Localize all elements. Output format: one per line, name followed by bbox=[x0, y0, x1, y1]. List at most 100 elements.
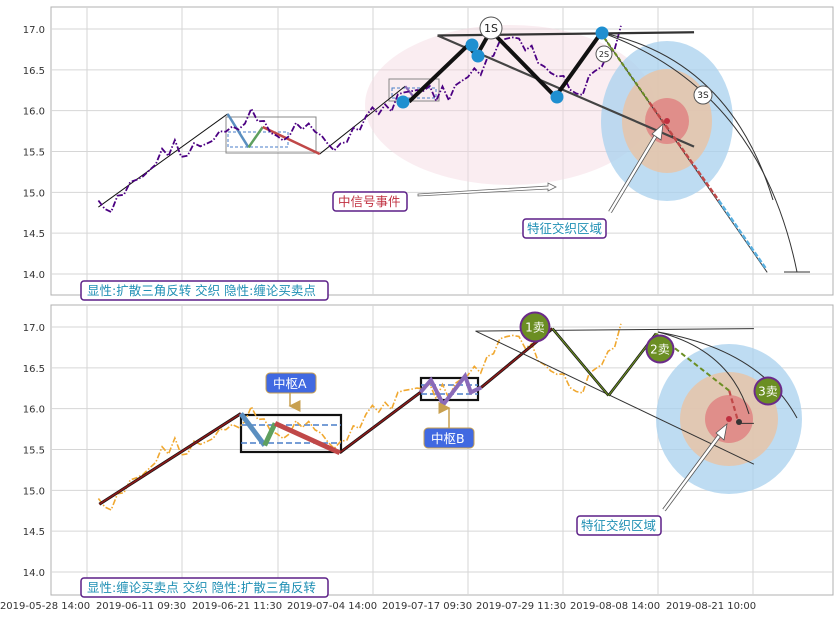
down-line bbox=[552, 328, 610, 396]
signal-label-ring bbox=[595, 45, 613, 63]
y-tick-label: 14.0 bbox=[23, 568, 45, 579]
up-line bbox=[339, 391, 421, 454]
signal-label-text: 3S bbox=[697, 91, 709, 101]
pivot-marker bbox=[550, 90, 564, 104]
pivot-stroke bbox=[274, 421, 341, 456]
sell-point-marker bbox=[521, 313, 549, 341]
x-tick-label: 2019-06-21 11:30 bbox=[192, 601, 282, 612]
top-legend: 显性:扩散三角反转 交织 隐性:缠论买卖点 bbox=[80, 280, 329, 301]
top-zone-label-text: 特征交织区域 bbox=[527, 221, 602, 236]
signal-label-ring bbox=[479, 16, 503, 40]
top-markers: 1S 2S 3S bbox=[396, 16, 713, 124]
y-tick-label: 15.5 bbox=[23, 148, 45, 159]
top-zone-annotation: 特征交织区域 bbox=[522, 122, 664, 239]
bottom-zone-label-box bbox=[576, 515, 662, 536]
y-tick-label: 16.5 bbox=[23, 66, 45, 77]
pivot-marker bbox=[471, 49, 485, 63]
bottom-legend: 显性:缠论买卖点 交织 隐性:扩散三角反转 bbox=[80, 577, 329, 598]
top-panel: 17.0 16.5 16.0 15.5 15.0 14.5 14.0 1S 2S 3S 显性:扩… bbox=[23, 6, 834, 301]
up-line bbox=[98, 412, 242, 505]
bi-line bbox=[319, 85, 406, 155]
x-tick-label: 2019-07-04 14:00 bbox=[287, 601, 377, 612]
sell-point-label: 1卖 bbox=[525, 321, 545, 335]
bi-line bbox=[98, 113, 228, 208]
pivot-b-annotation: 中枢B bbox=[423, 402, 475, 449]
price-series bbox=[97, 323, 622, 512]
bottom-zone-arrow-fill bbox=[663, 431, 723, 511]
bottom-y-tick-labels: 17.0 16.5 16.0 15.5 15.0 14.5 14.0 bbox=[23, 323, 45, 579]
signal-label-text: 1S bbox=[484, 22, 498, 35]
projection-line bbox=[600, 32, 651, 104]
y-tick-label: 14.0 bbox=[23, 270, 45, 281]
top-zone-arrow-head bbox=[651, 122, 664, 141]
x-tick-label: 2019-08-21 10:00 bbox=[666, 601, 756, 612]
triangle-lower-bound bbox=[475, 330, 755, 465]
x-tick-label: 2019-07-17 09:30 bbox=[382, 601, 472, 612]
bottom-zone-annotation: 特征交织区域 bbox=[576, 422, 728, 536]
x-tick-label: 2019-05-28 14:00 bbox=[0, 601, 90, 612]
pivot-box bbox=[225, 116, 317, 154]
y-tick-label: 16.5 bbox=[23, 364, 45, 375]
pivot-a-box bbox=[239, 413, 343, 454]
projection-line bbox=[648, 101, 720, 202]
zone-center-marker bbox=[736, 419, 742, 425]
triangle-shade bbox=[365, 25, 655, 185]
pivot-stroke bbox=[247, 126, 264, 149]
bottom-legend-box bbox=[80, 577, 329, 598]
y-tick-label: 15.5 bbox=[23, 446, 45, 457]
top-zone-label-box bbox=[522, 218, 607, 239]
zone-center-marker bbox=[726, 416, 732, 422]
pivot-a-annotation: 中枢A bbox=[265, 372, 317, 412]
signal-label-ring bbox=[693, 85, 713, 105]
sell-point-label: 3卖 bbox=[758, 385, 778, 399]
price-series bbox=[97, 25, 622, 214]
bottom-zone-arrow-head bbox=[715, 422, 728, 441]
top-series bbox=[97, 25, 810, 273]
pivot-stroke bbox=[262, 125, 321, 156]
triangle-stroke bbox=[407, 28, 603, 104]
arc bbox=[657, 331, 798, 419]
pivot-stroke bbox=[226, 113, 250, 149]
arc bbox=[657, 331, 750, 415]
x-tick-labels: 2019-05-28 14:00 2019-06-11 09:30 2019-06-… bbox=[0, 601, 756, 612]
pivot-stroke bbox=[238, 412, 267, 447]
y-tick-label: 17.0 bbox=[23, 323, 45, 334]
pivot-a-label-text: 中枢A bbox=[273, 376, 307, 391]
pivot-stroke bbox=[418, 371, 483, 409]
y-tick-label: 15.0 bbox=[23, 188, 45, 199]
sell-point-marker bbox=[647, 336, 673, 362]
x-tick-label: 2019-06-11 09:30 bbox=[96, 601, 186, 612]
top-legend-text: 显性:扩散三角反转 交织 隐性:缠论买卖点 bbox=[87, 283, 316, 298]
top-zone-arrow-fill bbox=[608, 131, 660, 213]
bottom-series bbox=[97, 323, 798, 512]
bottom-zone-label-text: 特征交织区域 bbox=[581, 518, 656, 533]
zone-center-marker bbox=[664, 118, 670, 124]
x-tick-label: 2019-08-08 14:00 bbox=[570, 601, 660, 612]
y-tick-label: 17.0 bbox=[23, 25, 45, 36]
pivot-marker bbox=[595, 26, 609, 40]
event-arrow bbox=[417, 182, 557, 197]
x-tick-label: 2019-07-29 11:30 bbox=[476, 601, 566, 612]
pivot-a-label-box bbox=[265, 372, 317, 394]
pivot-b-label-text: 中枢B bbox=[431, 431, 465, 446]
signal-label-text: 2S bbox=[599, 50, 609, 59]
event-label-text: 中信号事件 bbox=[338, 194, 401, 209]
triangle-upper-bound bbox=[437, 31, 695, 37]
bottom-legend-text: 显性:缠论买卖点 交织 隐性:扩散三角反转 bbox=[87, 580, 316, 595]
event-annotation: 中信号事件 bbox=[332, 182, 557, 212]
arc bbox=[602, 32, 798, 273]
sell-point-marker bbox=[755, 378, 781, 404]
y-tick-label: 14.5 bbox=[23, 527, 45, 538]
top-legend-box bbox=[80, 280, 329, 301]
pivot-marker bbox=[396, 95, 410, 109]
bottom-markers: 1卖 2卖 3卖 bbox=[519, 311, 783, 425]
sell-point-label: 2卖 bbox=[650, 343, 670, 357]
pivot-box bbox=[388, 78, 440, 102]
projection-line bbox=[728, 390, 740, 424]
y-tick-label: 15.0 bbox=[23, 486, 45, 497]
y-tick-label: 16.0 bbox=[23, 405, 45, 416]
y-tick-label: 16.0 bbox=[23, 107, 45, 118]
top-y-tick-labels: 17.0 16.5 16.0 15.5 15.0 14.5 14.0 bbox=[23, 25, 45, 281]
